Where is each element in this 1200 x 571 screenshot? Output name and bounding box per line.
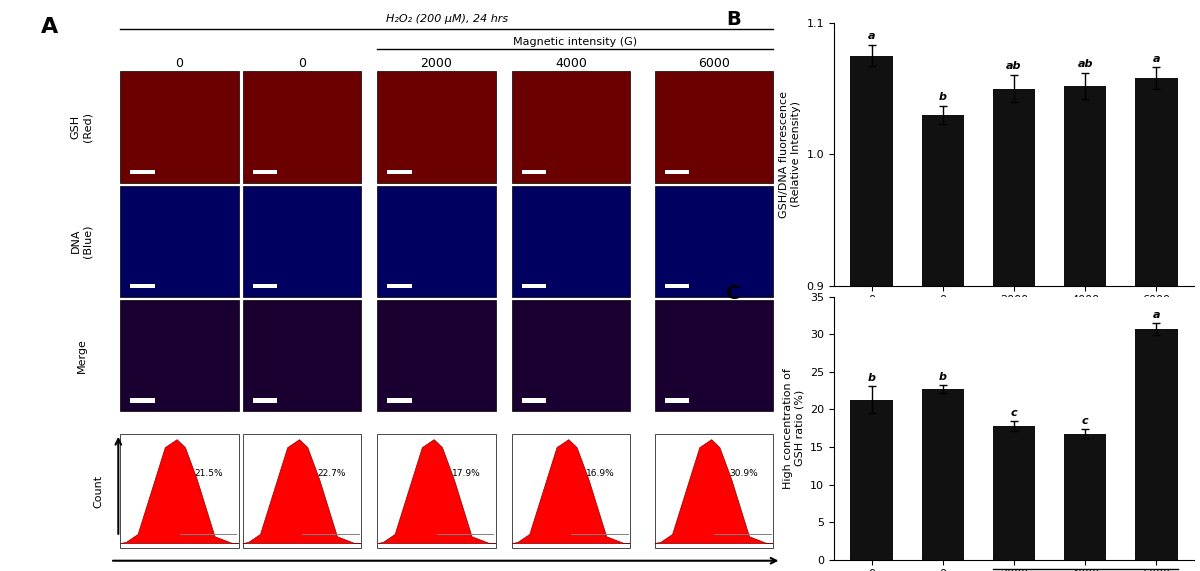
Bar [252,170,277,174]
Bar [1135,78,1177,571]
Text: 4000: 4000 [556,57,587,70]
Bar [378,186,496,297]
Bar [922,115,964,571]
Y-axis label: GSH/DNA fluorescence
(Relative Intensity): GSH/DNA fluorescence (Relative Intensity… [779,91,800,218]
Bar [120,300,239,411]
Text: H₂O₂ (200 μM), 24 hrs: H₂O₂ (200 μM), 24 hrs [1028,334,1142,344]
Text: 17.9%: 17.9% [451,469,480,478]
Bar [378,434,496,548]
Text: 30.9%: 30.9% [730,469,758,478]
Text: H₂O₂ (200 μM), 24 hrs: H₂O₂ (200 μM), 24 hrs [385,14,508,25]
Bar [851,56,893,571]
Text: Count: Count [92,475,103,508]
Bar [512,300,630,411]
Text: 6000: 6000 [698,57,730,70]
Text: DNA
(Blue): DNA (Blue) [71,224,92,258]
Bar [655,186,773,297]
Bar [655,434,773,548]
Bar [1135,329,1177,560]
Text: c: c [1010,408,1018,418]
Text: 2000: 2000 [421,57,452,70]
Bar [378,300,496,411]
Text: b: b [868,373,876,383]
Bar [120,71,239,183]
Bar [665,170,689,174]
Bar [1064,433,1106,560]
Text: b: b [938,372,947,383]
Bar [655,71,773,183]
Text: 0: 0 [298,57,306,70]
Polygon shape [378,440,496,544]
Polygon shape [655,440,773,544]
Y-axis label: High concentration of
GSH ratio (%): High concentration of GSH ratio (%) [782,368,804,489]
Bar [512,186,630,297]
Polygon shape [120,440,239,544]
Bar [242,186,361,297]
Text: Merge: Merge [77,338,86,373]
Bar [252,398,277,403]
Bar [665,284,689,288]
Bar [388,284,412,288]
Bar [922,389,964,560]
Bar [522,398,546,403]
Bar [992,89,1036,571]
Bar [512,434,630,548]
Text: 16.9%: 16.9% [587,469,616,478]
Bar [130,170,155,174]
Bar [992,426,1036,560]
Text: ab: ab [1078,59,1093,69]
Bar [378,71,496,183]
Bar [388,170,412,174]
Bar [1064,86,1106,571]
Text: A: A [41,17,58,37]
Bar [388,398,412,403]
Text: C: C [726,284,740,303]
Bar [130,284,155,288]
Bar [522,170,546,174]
Bar [655,300,773,411]
Text: B: B [726,10,740,29]
Bar [252,284,277,288]
Polygon shape [512,440,630,544]
Text: Magnetic intensity (G): Magnetic intensity (G) [514,37,637,47]
Bar [665,398,689,403]
Text: a: a [1152,54,1160,63]
Text: b: b [938,91,947,102]
Text: GSH
(Red): GSH (Red) [71,112,92,142]
Text: 21.5%: 21.5% [194,469,223,478]
Bar [120,434,239,548]
Text: a: a [868,31,876,41]
Bar [242,300,361,411]
Bar [120,186,239,297]
Text: 0: 0 [175,57,184,70]
Text: c: c [1082,416,1088,426]
Bar [242,71,361,183]
Text: ab: ab [1007,62,1021,71]
Bar [522,284,546,288]
Bar [851,400,893,560]
Bar [512,71,630,183]
Text: 22.7%: 22.7% [317,469,346,478]
Text: Magnetic intensity (G): Magnetic intensity (G) [1015,316,1154,325]
Bar [130,398,155,403]
Polygon shape [242,440,361,544]
Text: a: a [1152,310,1160,320]
Bar [242,434,361,548]
